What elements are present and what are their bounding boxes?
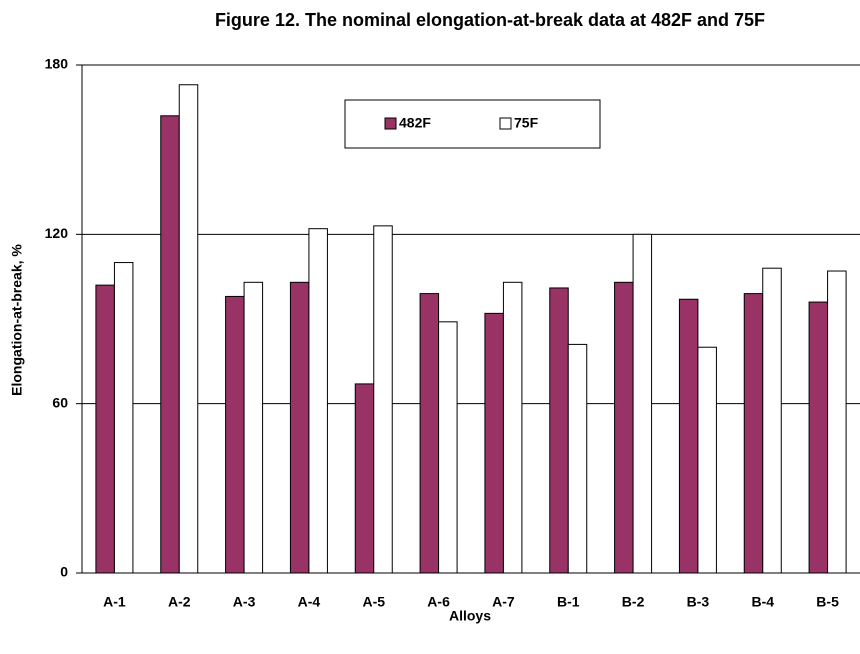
y-axis-label: Elongation-at-break, % (9, 244, 25, 396)
bar (178, 84, 199, 574)
x-tick-label: A-7 (492, 594, 515, 610)
bar (678, 298, 699, 574)
bar (308, 228, 328, 574)
x-tick-label: B-2 (622, 594, 645, 610)
bar (484, 312, 504, 574)
x-tick-label: B-1 (557, 594, 580, 610)
bar (614, 281, 634, 574)
bar (762, 267, 782, 574)
bar (113, 262, 134, 574)
x-tick-label: A-1 (103, 594, 126, 610)
bar (632, 233, 653, 574)
bar (827, 270, 847, 574)
bar (225, 295, 245, 574)
bar (373, 225, 393, 574)
bar (697, 346, 717, 574)
x-tick-label: A-2 (168, 594, 191, 610)
y-tick-label: 60 (52, 394, 68, 410)
x-tick-label: A-3 (233, 594, 256, 610)
bar (549, 287, 569, 574)
x-tick-label: B-5 (816, 594, 839, 610)
legend-box (344, 99, 601, 149)
bar (502, 281, 523, 574)
x-tick-label: B-3 (687, 594, 710, 610)
x-tick-label: A-6 (427, 594, 450, 610)
bar (243, 281, 264, 574)
bar (160, 115, 180, 574)
bar (743, 293, 764, 574)
x-axis-label: Alloys (449, 608, 491, 624)
bar (808, 301, 829, 574)
y-tick-label: 120 (45, 225, 69, 241)
bar (567, 343, 588, 574)
y-tick-label: 0 (60, 564, 68, 580)
bar (354, 383, 375, 574)
x-tick-label: B-4 (751, 594, 774, 610)
bar (289, 281, 310, 574)
chart-title: Figure 12. The nominal elongation-at-bre… (215, 10, 765, 30)
legend-label: 75F (514, 115, 539, 131)
legend-swatch (499, 117, 512, 130)
bar (95, 284, 115, 574)
bar (438, 321, 458, 574)
y-tick-label: 180 (45, 56, 69, 72)
bar (419, 293, 440, 574)
legend-label: 482F (399, 115, 431, 131)
x-tick-label: A-5 (362, 594, 385, 610)
legend-swatch (384, 117, 397, 130)
x-tick-label: A-4 (298, 594, 321, 610)
